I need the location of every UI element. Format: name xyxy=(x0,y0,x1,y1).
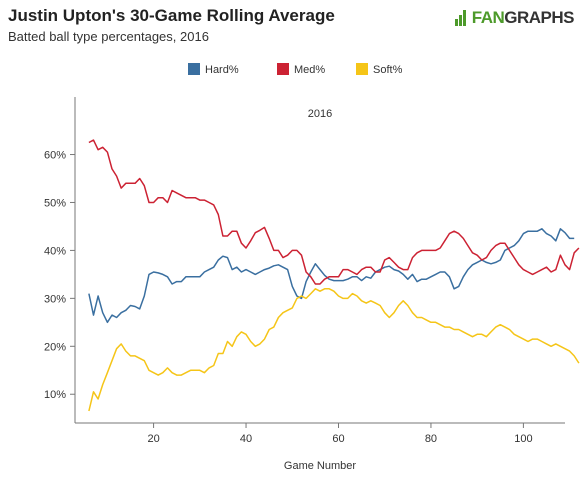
legend-label-hard: Hard% xyxy=(205,64,239,76)
y-tick-label: 20% xyxy=(44,341,66,353)
x-tick-label: 100 xyxy=(514,433,532,445)
legend-swatch-hard xyxy=(188,63,200,75)
x-tick-label: 40 xyxy=(240,433,252,445)
chart-series xyxy=(88,139,580,412)
y-tick-label: 40% xyxy=(44,245,66,257)
x-axis-label: Game Number xyxy=(284,460,356,472)
legend-label-soft: Soft% xyxy=(373,64,403,76)
page-subtitle: Batted ball type percentages, 2016 xyxy=(8,29,209,44)
fangraphs-logo: FAN GRAPHS xyxy=(454,8,574,28)
legend-swatch-soft xyxy=(356,63,368,75)
year-annotation: 2016 xyxy=(308,108,332,120)
hard-series-line xyxy=(88,228,575,324)
y-tick-label: 60% xyxy=(44,150,66,162)
x-tick-label: 60 xyxy=(332,433,344,445)
y-tick-label: 50% xyxy=(44,197,66,209)
legend-swatch-med xyxy=(277,63,289,75)
x-tick-label: 20 xyxy=(147,433,159,445)
x-tick-label: 80 xyxy=(425,433,437,445)
logo-bars-icon xyxy=(454,10,469,26)
soft-series-line xyxy=(88,288,580,412)
chart-legend: Hard% Med% Soft% xyxy=(188,63,403,76)
med-series-line xyxy=(88,139,580,285)
y-tick-label: 10% xyxy=(44,389,66,401)
y-tick-label: 30% xyxy=(44,293,66,305)
page-title: Justin Upton's 30-Game Rolling Average xyxy=(8,6,335,25)
x-axis-ticks: 20 40 60 80 100 xyxy=(147,423,533,445)
logo-text-graphs: GRAPHS xyxy=(504,8,574,27)
legend-label-med: Med% xyxy=(294,64,325,76)
y-axis-ticks: 10% 20% 30% 40% 50% 60% xyxy=(44,150,75,401)
logo-text-fan: FAN xyxy=(471,8,505,27)
